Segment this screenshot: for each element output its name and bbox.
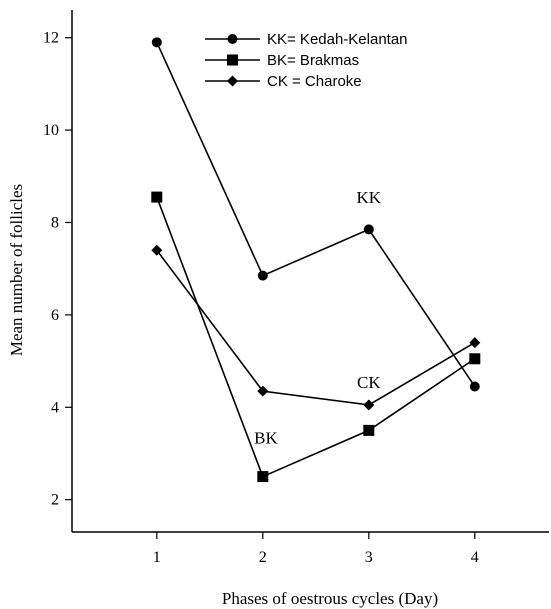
legend: KK= Kedah-Kelantan BK= Brakmas CK = Charok… [205,31,408,90]
legend-marker [227,54,238,66]
series-kk-point [151,37,162,48]
series-bk-point [363,424,375,436]
legend-marker [227,34,238,44]
annotation-kk: KK [357,188,382,207]
x-axis-label: Phases of oestrous cycles (Day) [222,589,438,608]
series-layer [151,37,481,483]
axes [71,10,549,533]
series-ck-line [156,249,476,406]
annotations: KK CK BK [254,188,382,447]
legend-marker [227,75,238,87]
series-kk [151,37,480,392]
legend-item-bk: BK= Brakmas [205,52,359,69]
y-axis-label: Mean number of follicles [7,184,26,356]
x-tick-label: 4 [471,549,479,566]
annotation-ck: CK [357,373,381,392]
legend-item-kk: KK= Kedah-Kelantan [205,31,408,48]
y-tick-label: 4 [51,399,59,416]
annotation-bk: BK [254,428,278,447]
series-ck [151,244,481,411]
y-tick-label: 12 [43,30,59,47]
y-axis-ticks: 2 4 6 8 10 12 [43,30,72,509]
legend-label: CK = Charoke [267,73,362,90]
x-tick-label: 3 [365,549,373,566]
series-bk-point [257,471,269,483]
series-ck-point [151,244,163,256]
series-kk-point [257,270,268,281]
series-ck-point [257,385,269,397]
legend-item-ck: CK = Charoke [205,73,362,90]
series-ck-point [363,399,375,411]
y-tick-label: 6 [51,307,59,324]
series-bk-point [151,191,163,203]
y-tick-label: 2 [51,492,59,509]
series-bk-line [156,196,476,478]
x-tick-label: 1 [153,549,161,566]
series-ck-point [469,337,481,349]
x-tick-label: 2 [259,549,267,566]
x-axis-ticks: 1 2 3 4 [153,532,479,566]
series-bk [151,191,481,483]
legend-label: KK= Kedah-Kelantan [267,31,408,48]
series-kk-point [363,224,374,235]
series-bk-point [469,353,481,365]
y-tick-label: 10 [43,122,59,139]
series-kk-line [156,42,476,387]
series-kk-point [469,381,480,392]
y-tick-label: 8 [51,214,59,231]
legend-label: BK= Brakmas [267,52,359,69]
